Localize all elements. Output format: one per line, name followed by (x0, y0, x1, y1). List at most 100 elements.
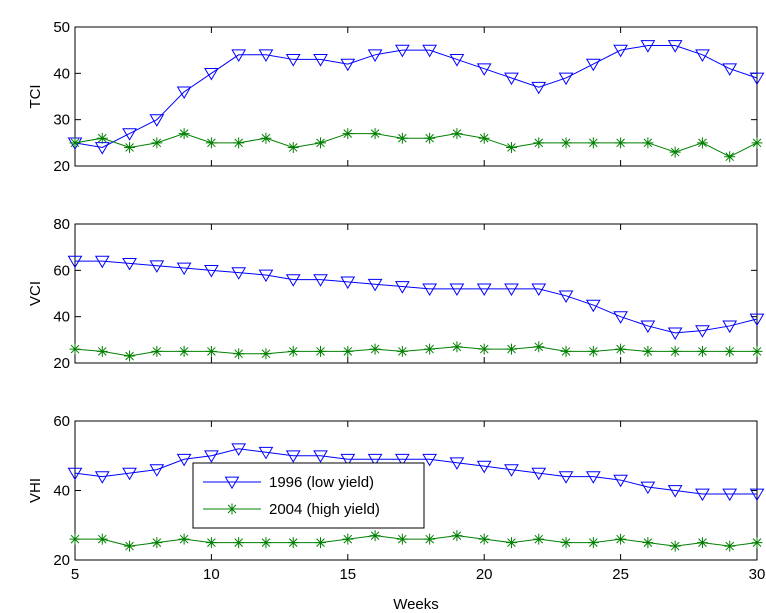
vci-data-point (422, 283, 438, 297)
vci-data-point (178, 345, 190, 357)
legend-entry: 2004 (high yield) (203, 501, 380, 518)
tci-data-point (124, 141, 136, 153)
legend-label: 2004 (high yield) (269, 501, 380, 518)
vci-data-point (695, 325, 710, 338)
tci-ytick-label: 50 (53, 19, 70, 36)
tci-data-point (394, 44, 410, 58)
tci-data-point (478, 132, 490, 144)
vhi-data-point (640, 481, 656, 495)
vci-data-point (369, 343, 381, 355)
vci-data-point (394, 281, 410, 294)
legend-entry: 1996 (low yield) (203, 474, 374, 491)
tci-data-point (367, 49, 383, 62)
vci-data-point (233, 348, 245, 360)
vhi-data-point (751, 537, 763, 549)
vhi-data-point (642, 537, 654, 549)
vhi-data-point (96, 533, 108, 545)
tci-data-point (287, 141, 299, 153)
vhi-data-point (451, 530, 463, 542)
vhi-data-point (176, 453, 192, 467)
vci-data-point (558, 290, 574, 303)
vhi-ylabel: VHI (27, 478, 44, 503)
vci-data-point (342, 345, 354, 357)
vci-axes-box (74, 223, 758, 364)
vhi-data-point (478, 533, 490, 545)
tci-data-point (204, 67, 219, 81)
tci-data-point (722, 63, 738, 76)
vhi-data-point (285, 450, 301, 463)
subplot-vci: 20 40 60 80 VCI (27, 216, 765, 372)
tci-data-point (533, 137, 545, 149)
vhi-data-point (476, 460, 492, 474)
vhi-data-point (560, 537, 572, 549)
subplot-vhi: 5 10 15 20 25 30 20 40 60 VHI Weeks 1996 (low yield… (27, 413, 765, 613)
tci-data-point (178, 128, 190, 140)
vhi-data-point (260, 537, 272, 549)
vci-data-point (751, 345, 763, 357)
vhi-ytick-label: 20 (53, 552, 70, 569)
vci-data-point (315, 345, 327, 357)
vhi-data-point (340, 453, 356, 467)
vhi-data-point (749, 488, 765, 502)
vhi-data-point (669, 540, 681, 552)
tci-data-point (640, 40, 656, 53)
vci-data-point (94, 255, 110, 269)
vci-ylabel: VCI (27, 281, 44, 306)
vhi-data-point (396, 533, 408, 545)
tci-data-point (313, 54, 328, 67)
tci-data-point (205, 137, 217, 149)
vci-data-point (176, 262, 192, 276)
tci-ytick-label: 20 (53, 158, 70, 175)
tci-data-point (749, 72, 765, 86)
vhi-series-1996 (67, 443, 765, 502)
vhi-data-point (287, 537, 299, 549)
vhi-data-point (178, 533, 190, 545)
vhi-data-point (69, 533, 81, 545)
vhi-data-point (151, 537, 163, 549)
vci-data-point (258, 269, 274, 283)
vhi-data-point (585, 471, 601, 484)
tci-data-point (695, 49, 710, 62)
vhi-data-point (449, 457, 465, 470)
vhi-data-point (258, 446, 274, 460)
tci-data-point (613, 44, 628, 58)
tci-data-point (669, 146, 681, 158)
vci-series-2004 (69, 341, 763, 362)
vhi-xtick-label: 15 (339, 566, 356, 583)
vhi-data-point (722, 488, 738, 502)
tci-data-point (396, 132, 408, 144)
tci-data-point (615, 137, 627, 149)
vci-data-point (367, 278, 383, 292)
vhi-data-point (315, 537, 327, 549)
vci-data-point (587, 345, 599, 357)
vhi-data-point (342, 533, 354, 545)
vci-data-point (585, 299, 601, 313)
tci-data-point (560, 137, 572, 149)
vhi-data-point (67, 467, 83, 481)
tci-data-point (233, 137, 245, 149)
tci-ytick-label: 30 (53, 112, 70, 129)
tci-data-point (122, 128, 137, 141)
vci-data-point (613, 311, 628, 324)
tci-data-point (96, 132, 108, 144)
vci-ytick-label: 20 (53, 355, 70, 372)
tci-ylabel: TCI (27, 84, 44, 108)
vci-data-point (67, 255, 83, 269)
tci-data-point (449, 54, 465, 67)
tci-data-point (476, 63, 492, 76)
subplot-stack: 20 30 40 50 TCI 20 40 60 80 VCI 5 10 15 20 25 30 20 40 60 V… (27, 19, 765, 613)
vci-ytick-label: 60 (53, 262, 70, 279)
vhi-xtick-label: 20 (476, 566, 493, 583)
vci-data-point (96, 345, 108, 357)
vhi-series-2004 (69, 530, 763, 552)
vci-data-point (749, 313, 765, 327)
vhi-data-point (394, 453, 410, 467)
vci-data-point (122, 258, 137, 271)
vci-data-point (396, 345, 408, 357)
vci-data-point (313, 274, 328, 287)
tci-data-point (342, 128, 354, 140)
tci-ytick-label: 40 (53, 65, 70, 82)
legend-label: 1996 (low yield) (269, 474, 374, 491)
vci-data-point (615, 343, 627, 355)
vci-data-point (205, 345, 217, 357)
